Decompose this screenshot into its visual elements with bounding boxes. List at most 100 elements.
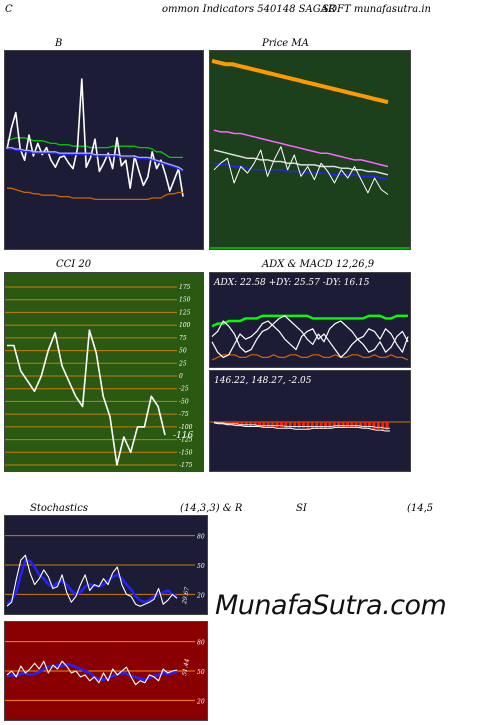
cci-tick-label: 50 (179, 348, 187, 355)
macd-histogram-bar (315, 422, 319, 429)
stochastics-params: (14,3,3) & R (180, 503, 243, 514)
macd-histogram-bar (280, 422, 283, 427)
macd-histogram-bar (240, 422, 244, 425)
cci-tick-label: -50 (179, 398, 189, 405)
bollinger-title: B (55, 38, 63, 49)
adx-panel: ADX: 22.58 +DY: 25.57 -DY: 16.15 (209, 272, 411, 368)
cci-panel: 175 150 125 100 75 50 25 0 -25 -50 -75 -100 -125 -150… (4, 272, 204, 472)
macd-readout: 146.22, 148.27, -2.05 (214, 376, 312, 386)
cci-tick-label: 175 (179, 284, 191, 291)
price-ma-panel (209, 50, 411, 250)
stochastics-panel: 80 50 20 29.67 (4, 515, 208, 615)
macd-histogram-bar (350, 422, 354, 427)
header-right: SOFT munafasutra.in (322, 4, 431, 15)
stochastics-tick-label: 50 (197, 563, 205, 570)
adx-chart: ADX: 22.58 +DY: 25.57 -DY: 16.15 (211, 278, 409, 361)
cci-tick-label: 0 (179, 373, 183, 380)
adx-series-3 (211, 315, 409, 353)
cci-tick-label: 150 (179, 297, 191, 304)
macd-histogram-bar (275, 422, 279, 427)
cci-tick-label: -100 (179, 424, 193, 431)
macd-histogram-bar (293, 422, 297, 428)
adx-series-1 (211, 354, 409, 361)
macd-series-1 (213, 421, 390, 429)
rsi-chart: 80 50 20 51.44 (5, 640, 205, 705)
macd-histogram-bar (310, 422, 314, 429)
cci-tick-label: 125 (179, 309, 191, 316)
stochastics-tick-label: 20 (196, 592, 205, 599)
macd-histogram-bar (385, 422, 389, 430)
macd-histogram-bar (363, 422, 367, 428)
macd-histogram-bar (381, 422, 385, 430)
price-ma-series-4 (213, 146, 389, 195)
bollinger-series-0 (6, 137, 183, 159)
adx-series-2 (211, 320, 409, 359)
stochastics-series-0 (6, 558, 178, 606)
cci-line (7, 329, 166, 466)
cci-tick-label: 100 (179, 322, 191, 329)
macd-histogram-bar (319, 422, 323, 429)
macd-histogram-bar (297, 422, 301, 428)
macd-histogram-bar (262, 422, 266, 427)
price-ma-series-2 (213, 162, 389, 181)
macd-histogram-bar (332, 422, 336, 428)
macd-histogram-bar (244, 422, 248, 426)
macd-histogram-bar (341, 422, 345, 428)
macd-histogram-bar (328, 422, 332, 428)
stochastics-title: Stochastics (30, 503, 88, 514)
rsi-panel: 80 50 20 51.44 (4, 621, 208, 721)
cci-tick-label: -25 (179, 386, 189, 393)
stochastics-last-value: 29.67 (181, 586, 191, 605)
cci-tick-label: 75 (179, 335, 187, 342)
price-ma-series-1 (213, 129, 389, 168)
macd-histogram-bar (271, 422, 275, 427)
macd-histogram-bar (346, 422, 349, 427)
macd-histogram-bar (258, 422, 261, 426)
rsi-tick-label: 20 (196, 698, 205, 705)
cci-tick-label: 25 (178, 360, 187, 367)
rsi-tick-label: 50 (197, 669, 205, 676)
bollinger-series-3 (7, 146, 184, 171)
adx-title: ADX & MACD 12,26,9 (262, 259, 375, 270)
rsi-title: SI (296, 503, 307, 514)
price-ma-series-0 (211, 58, 389, 105)
macd-histogram-bar (253, 422, 257, 426)
cci-chart: 175 150 125 100 75 50 25 0 -25 -50 -75 -100 -125 -150… (5, 284, 193, 469)
price-ma-title: Price MA (262, 38, 309, 49)
rsi-last-value: 51.44 (181, 658, 191, 676)
rsi-tick-label: 80 (197, 640, 205, 647)
rsi-series-0 (6, 662, 178, 682)
macd-histogram-bar (249, 422, 253, 426)
macd-panel: 146.22, 148.27, -2.05 (209, 370, 411, 472)
macd-histogram-bar (324, 422, 327, 429)
macd-histogram-bar (368, 422, 371, 428)
price-ma-chart (210, 58, 410, 249)
macd-histogram-bar (359, 422, 363, 428)
cci-tick-label: -150 (179, 449, 193, 456)
watermark: MunafaSutra.com (215, 590, 447, 621)
macd-histogram-bar (372, 422, 376, 429)
macd-histogram-bar (337, 422, 341, 428)
bollinger-chart (6, 78, 184, 201)
header-middle: ommon Indicators 540148 SAGAR (162, 4, 336, 15)
macd-histogram-bar (288, 422, 292, 428)
cci-last-value: -116 (173, 431, 193, 441)
macd-chart: 146.22, 148.27, -2.05 (210, 376, 410, 432)
cci-tick-label: -75 (179, 411, 189, 418)
adx-readout: ADX: 22.58 +DY: 25.57 -DY: 16.15 (213, 278, 370, 288)
stochastics-tick-label: 80 (197, 534, 205, 541)
macd-histogram-bar (354, 422, 358, 427)
header-left: C (5, 4, 13, 15)
bollinger-panel (4, 50, 204, 250)
macd-histogram-bar (376, 422, 380, 429)
bollinger-series-2 (7, 148, 184, 172)
macd-histogram-bar (306, 422, 310, 429)
bollinger-series-1 (6, 78, 184, 197)
cci-title: CCI 20 (56, 259, 92, 270)
rsi-params: (14,5 (407, 503, 434, 514)
price-ma-series-3 (213, 149, 389, 176)
cci-tick-label: -125 (179, 437, 193, 444)
stochastics-series-1 (6, 554, 178, 607)
macd-series-0 (213, 422, 390, 432)
macd-histogram-bar (302, 422, 305, 428)
